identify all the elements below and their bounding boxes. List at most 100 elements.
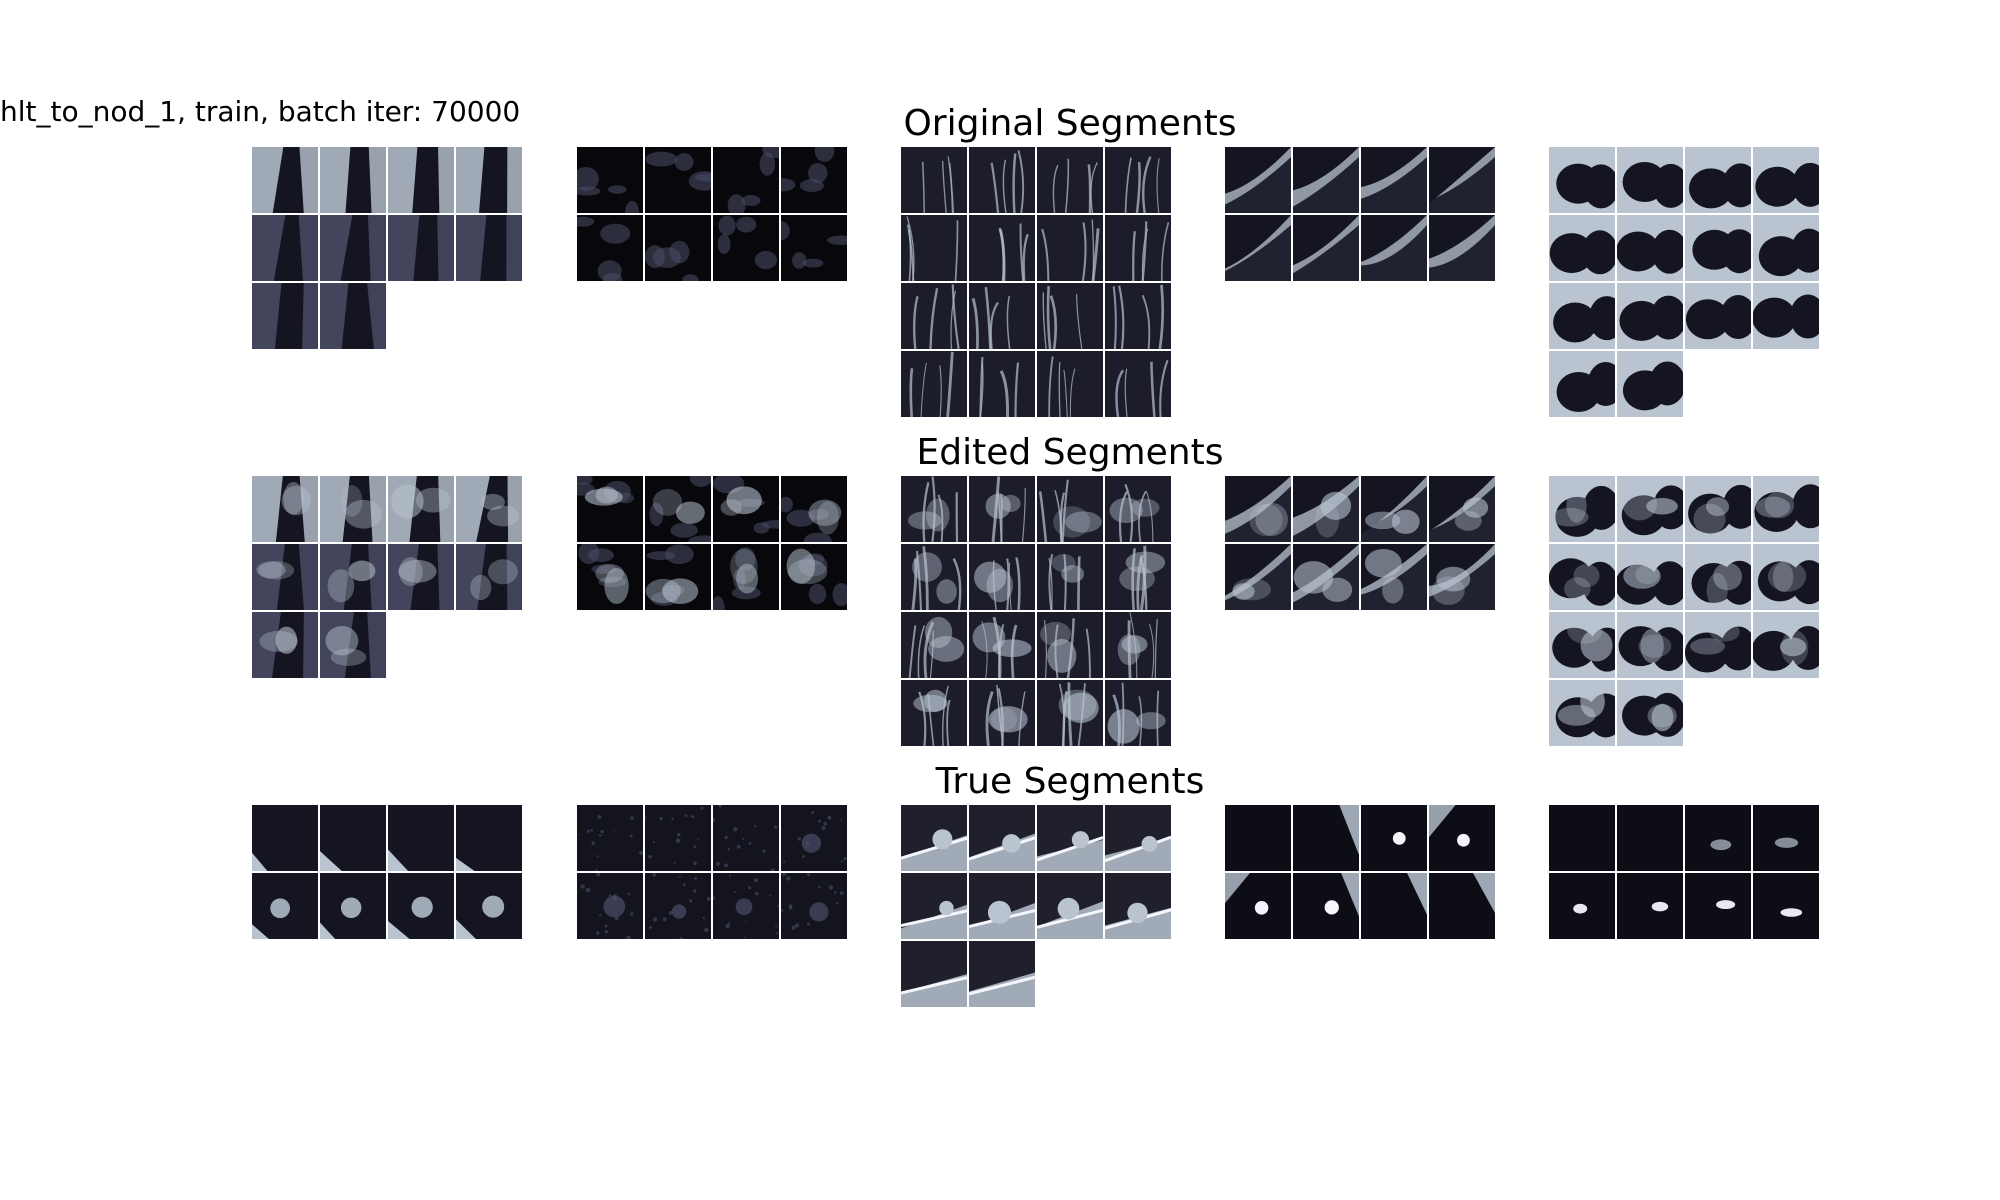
image-tile [1549,680,1615,746]
image-tile [1753,283,1819,349]
image-tile [1361,544,1427,610]
image-tile [1037,680,1103,746]
image-tile [969,215,1035,281]
image-tile [1753,873,1819,939]
image-tile [1549,612,1615,678]
image-tile [901,873,967,939]
image-tile [1105,680,1171,746]
image-tile [969,147,1035,213]
image-tile [901,283,967,349]
image-tile [1037,612,1103,678]
image-tile [456,873,522,939]
image-tile [1293,544,1359,610]
image-tile [1293,873,1359,939]
image-tile [1225,215,1291,281]
image-tile [1617,351,1683,417]
image-tile [1429,476,1495,542]
image-tile [1617,680,1683,746]
image-tile [969,680,1035,746]
image-tile [320,283,386,349]
image-tile [577,544,643,610]
image-tile [1753,476,1819,542]
image-tile [577,147,643,213]
image-tile [1617,612,1683,678]
image-tile [781,215,847,281]
image-tile [577,476,643,542]
image-tile [1685,283,1751,349]
image-tile [252,283,318,349]
image-tile [1617,873,1683,939]
image-tile [969,941,1035,1007]
image-tile [1429,805,1495,871]
image-tile [1105,612,1171,678]
image-tile [1429,873,1495,939]
image-tile [1293,215,1359,281]
image-tile [645,476,711,542]
image-tile [713,215,779,281]
image-tile [1617,147,1683,213]
image-tile [320,805,386,871]
image-tile [781,476,847,542]
image-tile [1225,544,1291,610]
image-tile [388,147,454,213]
image-tile [713,476,779,542]
image-tile [577,215,643,281]
image-tile [1105,147,1171,213]
image-tile [456,476,522,542]
image-tile [1753,215,1819,281]
image-tile [1037,476,1103,542]
image-tile [456,544,522,610]
image-tile [901,680,967,746]
image-tile [1617,476,1683,542]
image-tile [1105,476,1171,542]
image-tile [1617,805,1683,871]
image-tile [1549,544,1615,610]
image-tile [1037,544,1103,610]
image-tile [1617,544,1683,610]
image-tile [645,215,711,281]
image-tile [969,805,1035,871]
image-tile [388,476,454,542]
image-tile [252,147,318,213]
image-tile [1225,476,1291,542]
image-tile [1549,283,1615,349]
image-tile [781,873,847,939]
image-tile [713,544,779,610]
image-tile [969,544,1035,610]
image-tile [969,283,1035,349]
image-tile [1429,147,1495,213]
image-tile [1361,215,1427,281]
image-tile [1037,215,1103,281]
image-tile [1685,805,1751,871]
image-tile [1549,476,1615,542]
image-tile [320,215,386,281]
image-tile [320,147,386,213]
image-tile [388,544,454,610]
image-tile [901,147,967,213]
image-tile [1037,805,1103,871]
image-tile [1617,283,1683,349]
image-tile [901,941,967,1007]
image-tile [1293,805,1359,871]
image-tile [252,215,318,281]
image-tile [1617,215,1683,281]
image-tile [320,873,386,939]
image-tile [1685,215,1751,281]
image-tile [252,873,318,939]
image-tile [1037,283,1103,349]
image-tile [252,476,318,542]
image-tile [1105,351,1171,417]
image-tile [577,873,643,939]
image-tile [1753,805,1819,871]
image-tile [1225,873,1291,939]
image-tile [1549,147,1615,213]
image-tile [388,805,454,871]
image-tile [1361,805,1427,871]
image-tile [781,544,847,610]
image-tile [969,873,1035,939]
image-tile [645,147,711,213]
image-tile [1753,147,1819,213]
image-tile [1429,215,1495,281]
figure-title: hlt_to_nod_1, train, batch iter: 70000 [0,95,521,128]
image-tile [456,215,522,281]
